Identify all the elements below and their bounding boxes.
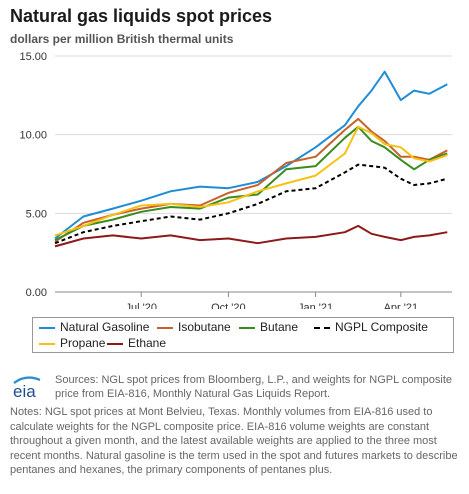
series-line-butane [54,125,448,241]
x-tick-label: Oct '20 [211,302,246,309]
gridlines [55,55,452,293]
series-line-ethane [54,224,448,248]
y-tick-label: 10.00 [19,130,47,142]
series-lines [54,70,448,248]
x-tick-label: Jan '21 [298,302,333,309]
series-line-isobutane [54,117,448,243]
series-line-natural-gasoline [54,70,448,240]
x-axis-ticks: Jul '20 Oct '20 Jan '21 Apr '21 [125,292,418,309]
chart-subtitle: dollars per million British thermal unit… [10,32,234,46]
notes-text: Notes: NGL spot prices at Mont Belvieu, … [10,406,458,476]
legend-swatch [157,326,173,329]
legend-swatch [239,326,255,329]
y-tick-label: 5.00 [26,208,47,220]
legend-swatch [39,326,55,329]
y-axis-ticks: 15.00 10.00 5.00 0.00 [19,51,47,299]
y-tick-label: 15.00 [19,51,47,63]
legend-item-ngpl-composite: NGPL Composite [314,320,428,334]
series-line-propane [54,125,448,237]
legend-item-propane: Propane [39,336,105,350]
chart-legend: Natural Gasoline Isobutane Butane NGPL C… [32,317,454,353]
y-tick-label: 0.00 [26,287,47,299]
x-tick-label: Jul '20 [125,302,156,309]
chart-title: Natural gas liquids spot prices [10,6,273,26]
legend-item-butane: Butane [239,320,298,334]
legend-swatch [39,342,55,345]
sources-text: Sources: NGL spot prices from Bloomberg,… [55,374,452,400]
legend-item-natural-gasoline: Natural Gasoline [39,320,149,334]
legend-swatch [107,342,123,345]
legend-item-isobutane: Isobutane [157,320,231,334]
legend-swatch [314,326,330,329]
series-line-ngpl-composite [54,163,448,245]
x-tick-label: Apr '21 [384,302,419,309]
line-chart: 15.00 10.00 5.00 0.00 Jul '20 Oct '20 Jan '21… [19,51,452,309]
logo-text: eia [13,382,36,400]
legend-item-ethane: Ethane [107,336,166,350]
eia-logo: eia [13,376,41,400]
